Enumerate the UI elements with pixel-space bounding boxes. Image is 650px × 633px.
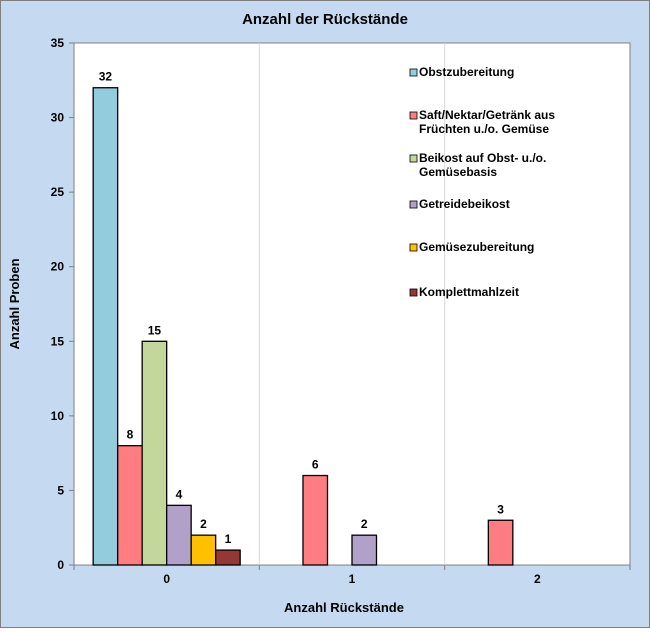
y-axis-label: Anzahl Proben [7, 258, 22, 349]
legend-swatch [409, 200, 418, 209]
y-tick-label: 35 [51, 36, 65, 50]
bar [215, 549, 241, 566]
bar-data-label: 1 [225, 532, 232, 546]
legend-entry: Getreidebeikost [419, 197, 510, 211]
bar-data-label: 8 [127, 428, 134, 442]
x-axis-label: Anzahl Rückstände [284, 600, 404, 615]
legend-entry: Früchten u./o. Gemüse [419, 122, 549, 136]
bar-data-label: 15 [148, 323, 162, 337]
legend-entry: Obstzubereitung [419, 65, 514, 79]
bar [166, 504, 192, 566]
chart-title: Anzahl der Rückstände [242, 11, 408, 28]
legend-entry: Saft/Nektar/Getränk aus [419, 108, 555, 122]
x-tick-label: 0 [163, 572, 170, 586]
y-tick-label: 30 [51, 111, 65, 125]
bar-data-label: 4 [176, 487, 183, 501]
bar-data-label: 32 [99, 70, 113, 84]
bar [141, 340, 168, 566]
legend-entry: Beikost auf Obst- u./o. [419, 151, 546, 165]
x-tick-label: 2 [534, 572, 541, 586]
y-tick-label: 25 [51, 185, 65, 199]
y-tick-label: 15 [51, 334, 65, 348]
bar-data-label: 2 [200, 517, 207, 531]
legend-entry: Komplettmahlzeit [419, 285, 519, 299]
bar [351, 534, 378, 566]
y-tick-label: 0 [57, 558, 64, 572]
y-tick-label: 20 [51, 260, 65, 274]
bar [117, 445, 143, 566]
legend-swatch [409, 111, 418, 120]
x-tick-label: 1 [349, 572, 356, 586]
bar [487, 519, 514, 566]
legend-swatch [409, 154, 418, 163]
bar-data-label: 6 [312, 458, 319, 472]
legend-entry: Gemüsebasis [419, 165, 497, 179]
bar [190, 534, 217, 566]
legend-swatch [409, 68, 418, 77]
y-tick-label: 10 [51, 409, 65, 423]
bar [302, 474, 329, 566]
bar-data-label: 2 [361, 517, 368, 531]
legend-swatch [409, 243, 418, 252]
legend-swatch [409, 288, 418, 297]
legend-entry: Gemüsezubereitung [419, 240, 534, 254]
bar [92, 87, 119, 566]
y-tick-label: 5 [57, 483, 64, 497]
bar-data-label: 3 [497, 502, 504, 516]
